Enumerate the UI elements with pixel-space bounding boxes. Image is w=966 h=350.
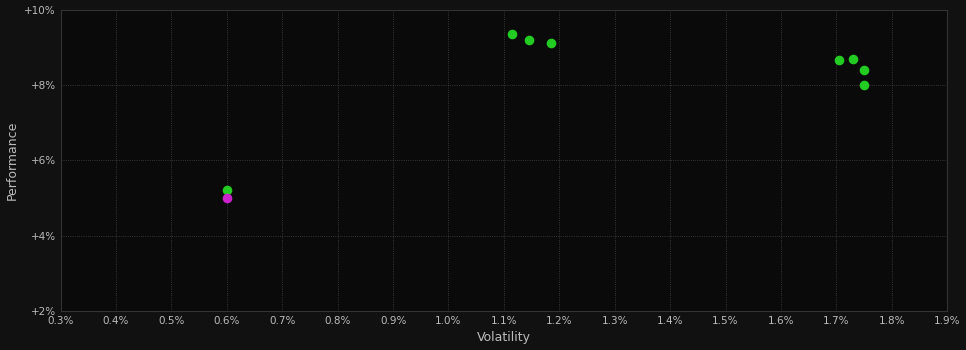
Point [832,58,847,63]
Point [219,195,235,201]
Point [504,31,520,37]
Point [543,41,558,46]
Point [521,37,536,42]
Y-axis label: Performance: Performance [6,121,18,200]
Point [856,67,871,73]
Point [845,56,861,62]
Point [856,82,871,88]
Point [219,188,235,193]
X-axis label: Volatility: Volatility [477,331,531,344]
